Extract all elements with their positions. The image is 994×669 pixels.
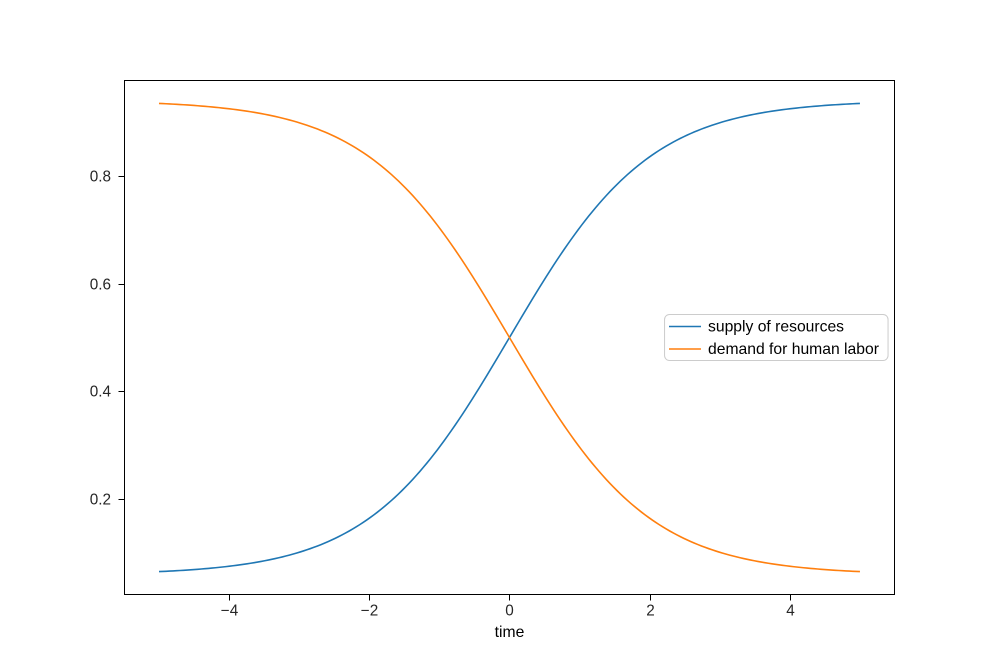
svg-text:2: 2 — [646, 603, 655, 620]
svg-text:0.4: 0.4 — [90, 383, 112, 400]
svg-text:−4: −4 — [221, 603, 239, 620]
svg-text:supply of resources: supply of resources — [708, 318, 844, 335]
svg-text:−2: −2 — [361, 603, 378, 620]
svg-text:0: 0 — [505, 603, 514, 620]
svg-text:4: 4 — [786, 603, 795, 620]
svg-text:time: time — [495, 624, 525, 641]
svg-text:0.2: 0.2 — [90, 491, 111, 508]
svg-text:0.6: 0.6 — [90, 276, 111, 293]
svg-text:0.8: 0.8 — [90, 168, 111, 185]
svg-text:demand for human labor: demand for human labor — [708, 341, 879, 358]
